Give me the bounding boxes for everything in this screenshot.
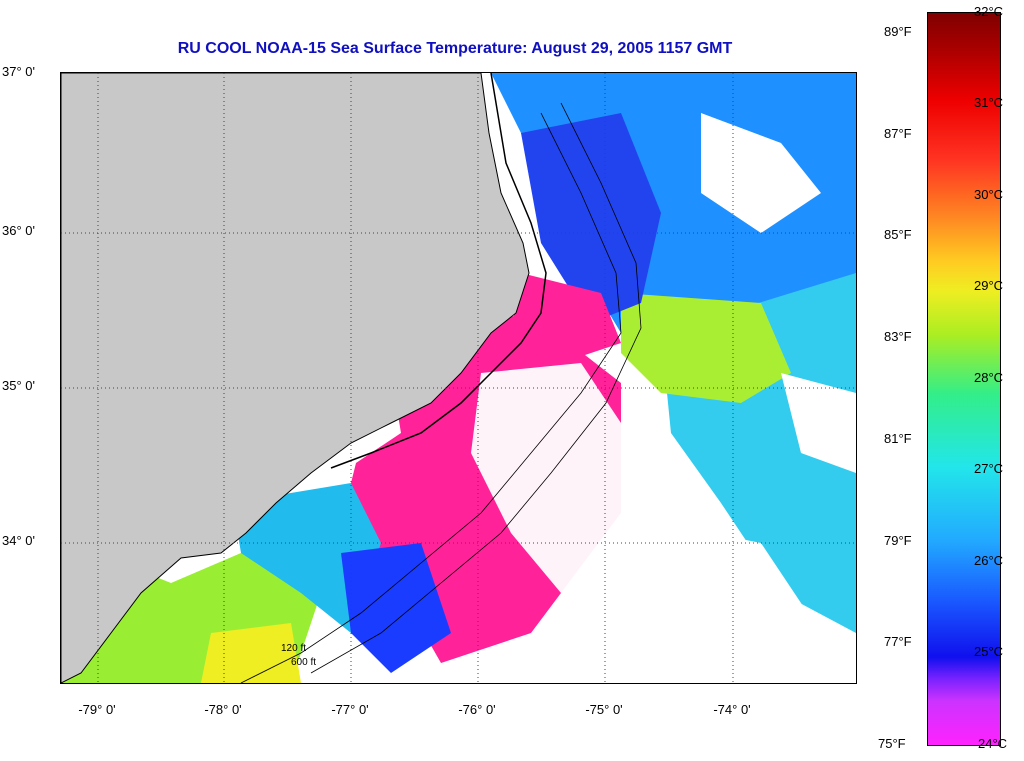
cb-celsius-30: 30°C — [974, 187, 1004, 202]
cb-fahrenheit-85: 85°F — [884, 227, 912, 242]
southern-yellow-region — [201, 623, 301, 683]
temperature-colorbar — [927, 12, 1001, 746]
contour-label-120: 120 ft — [281, 643, 306, 654]
lat-label-34: 34° 0' — [2, 533, 35, 548]
lon-label-78: -78° 0' — [204, 702, 242, 717]
lat-label-36: 36° 0' — [2, 223, 35, 238]
cb-fahrenheit-89: 89°F — [884, 24, 912, 39]
sst-map: 120 ft 600 ft — [60, 72, 857, 684]
land-mass — [61, 73, 530, 683]
lon-label-77: -77° 0' — [331, 702, 369, 717]
cb-fahrenheit-87: 87°F — [884, 126, 912, 141]
bathymetry-contours — [240, 102, 642, 683]
cb-celsius-32: 32°C — [974, 4, 1004, 19]
lon-label-75: -75° 0' — [585, 702, 623, 717]
sst-map-svg: 120 ft 600 ft — [61, 73, 856, 683]
cb-celsius-24: 24°C — [978, 736, 1008, 751]
graticule — [61, 73, 856, 683]
cb-fahrenheit-79: 79°F — [884, 533, 912, 548]
contour-label-600: 600 ft — [291, 657, 316, 668]
map-title: RU COOL NOAA-15 Sea Surface Temperature:… — [177, 40, 733, 57]
cold-magenta-upper — [511, 273, 621, 363]
inner-blue-region — [521, 113, 661, 323]
cb-fahrenheit-77: 77°F — [884, 634, 912, 649]
cb-celsius-28: 28°C — [974, 370, 1004, 385]
lat-label-37: 37° 0' — [2, 64, 35, 79]
lon-label-76: -76° 0' — [458, 702, 496, 717]
lat-label-35: 35° 0' — [2, 378, 35, 393]
cb-fahrenheit-83: 83°F — [884, 329, 912, 344]
cb-celsius-26: 26°C — [974, 553, 1004, 568]
cb-celsius-31: 31°C — [974, 95, 1004, 110]
cb-celsius-25: 25°C — [974, 644, 1004, 659]
lon-label-74: -74° 0' — [713, 702, 751, 717]
southern-cyan-region — [231, 483, 381, 633]
cb-fahrenheit-81: 81°F — [884, 431, 912, 446]
barrier-islands — [330, 73, 547, 469]
lon-label-79: -79° 0' — [78, 702, 116, 717]
cb-celsius-27: 27°C — [974, 461, 1004, 476]
cb-celsius-29: 29°C — [974, 278, 1004, 293]
cb-fahrenheit-75: 75°F — [878, 736, 906, 751]
offshore-green-region — [621, 293, 791, 403]
